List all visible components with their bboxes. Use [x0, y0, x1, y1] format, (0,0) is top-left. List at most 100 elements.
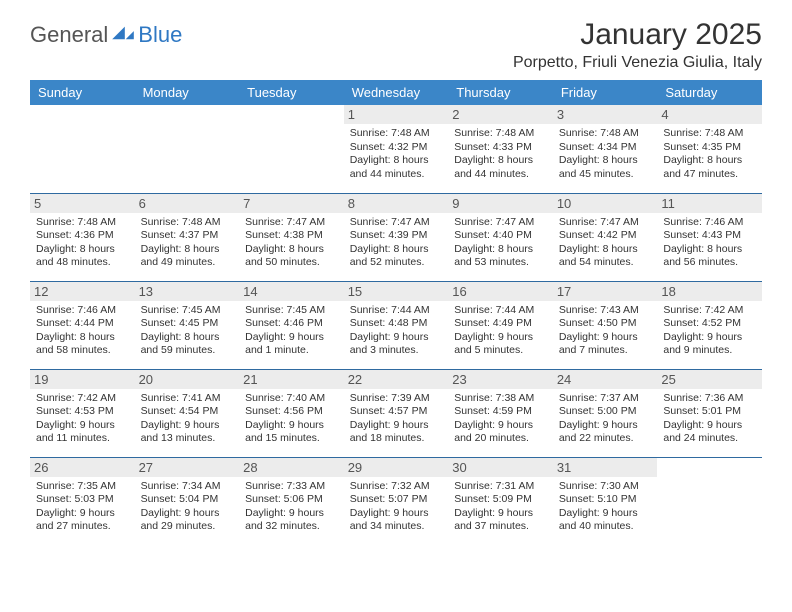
day-number: 1	[344, 105, 449, 124]
day-details: Sunrise: 7:48 AMSunset: 4:33 PMDaylight:…	[454, 127, 547, 182]
day-details: Sunrise: 7:31 AMSunset: 5:09 PMDaylight:…	[454, 480, 547, 535]
day-details: Sunrise: 7:45 AMSunset: 4:45 PMDaylight:…	[141, 304, 234, 359]
calendar-day-cell: 12Sunrise: 7:46 AMSunset: 4:44 PMDayligh…	[30, 281, 135, 369]
day-details: Sunrise: 7:34 AMSunset: 5:04 PMDaylight:…	[141, 480, 234, 535]
calendar-day-cell: 22Sunrise: 7:39 AMSunset: 4:57 PMDayligh…	[344, 369, 449, 457]
calendar-day-cell: 15 Sunrise: 7:44 AMSunset: 4:48 PMDayligh…	[344, 281, 449, 369]
calendar-day-cell: 10 Sunrise: 7:47 AMSunset: 4:42 PMDayligh…	[553, 193, 658, 281]
calendar-day-cell: 4Sunrise: 7:48 AMSunset: 4:35 PMDaylight…	[657, 105, 762, 193]
day-number: 8	[344, 194, 449, 213]
calendar-day-cell: 29 Sunrise: 7:32 AMSunset: 5:07 PMDayligh…	[344, 457, 449, 545]
day-number: 20	[135, 370, 240, 389]
day-number: 24	[553, 370, 658, 389]
day-number: 23	[448, 370, 553, 389]
day-number: 3	[553, 105, 658, 124]
logo-text-general: General	[30, 22, 108, 48]
day-details: Sunrise: 7:45 AMSunset: 4:46 PMDaylight:…	[245, 304, 338, 359]
calendar-day-cell: 28 Sunrise: 7:33 AMSunset: 5:06 PMDayligh…	[239, 457, 344, 545]
calendar-day-header: Wednesday	[344, 80, 449, 105]
day-details: Sunrise: 7:47 AMSunset: 4:42 PMDaylight:…	[559, 216, 652, 271]
calendar-day-cell: 20 Sunrise: 7:41 AMSunset: 4:54 PMDayligh…	[135, 369, 240, 457]
calendar-day-cell: 26Sunrise: 7:35 AMSunset: 5:03 PMDayligh…	[30, 457, 135, 545]
day-details: Sunrise: 7:48 AMSunset: 4:32 PMDaylight:…	[350, 127, 443, 182]
calendar-day-cell: 11 Sunrise: 7:46 AMSunset: 4:43 PMDayligh…	[657, 193, 762, 281]
day-number: 30	[448, 458, 553, 477]
calendar-day-cell: 19 Sunrise: 7:42 AMSunset: 4:53 PMDayligh…	[30, 369, 135, 457]
day-number: 7	[239, 194, 344, 213]
calendar-week-row: 1 Sunrise: 7:48 AMSunset: 4:32 PMDaylight…	[30, 105, 762, 193]
day-details: Sunrise: 7:46 AMSunset: 4:43 PMDaylight:…	[663, 216, 756, 271]
day-details: Sunrise: 7:30 AMSunset: 5:10 PMDaylight:…	[559, 480, 652, 535]
calendar-empty-cell	[30, 105, 135, 193]
day-number: 19	[30, 370, 135, 389]
calendar-day-cell: 13 Sunrise: 7:45 AMSunset: 4:45 PMDayligh…	[135, 281, 240, 369]
day-number: 5	[30, 194, 135, 213]
day-details: Sunrise: 7:43 AMSunset: 4:50 PMDaylight:…	[559, 304, 652, 359]
day-number: 4	[657, 105, 762, 124]
calendar-table: SundayMondayTuesdayWednesdayThursdayFrid…	[30, 80, 762, 545]
calendar-day-cell: 21 Sunrise: 7:40 AMSunset: 4:56 PMDayligh…	[239, 369, 344, 457]
calendar-day-cell: 16Sunrise: 7:44 AMSunset: 4:49 PMDayligh…	[448, 281, 553, 369]
day-details: Sunrise: 7:42 AMSunset: 4:53 PMDaylight:…	[36, 392, 129, 447]
calendar-day-header: Sunday	[30, 80, 135, 105]
day-number: 21	[239, 370, 344, 389]
calendar-day-cell: 23Sunrise: 7:38 AMSunset: 4:59 PMDayligh…	[448, 369, 553, 457]
calendar-day-cell: 25Sunrise: 7:36 AMSunset: 5:01 PMDayligh…	[657, 369, 762, 457]
calendar-day-cell: 24 Sunrise: 7:37 AMSunset: 5:00 PMDayligh…	[553, 369, 658, 457]
day-details: Sunrise: 7:47 AMSunset: 4:39 PMDaylight:…	[350, 216, 443, 271]
calendar-day-cell: 14 Sunrise: 7:45 AMSunset: 4:46 PMDayligh…	[239, 281, 344, 369]
day-details: Sunrise: 7:40 AMSunset: 4:56 PMDaylight:…	[245, 392, 338, 447]
calendar-empty-cell	[135, 105, 240, 193]
day-number: 9	[448, 194, 553, 213]
day-details: Sunrise: 7:33 AMSunset: 5:06 PMDaylight:…	[245, 480, 338, 535]
day-details: Sunrise: 7:48 AMSunset: 4:36 PMDaylight:…	[36, 216, 129, 271]
calendar-week-row: 12Sunrise: 7:46 AMSunset: 4:44 PMDayligh…	[30, 281, 762, 369]
day-number: 10	[553, 194, 658, 213]
day-number: 12	[30, 282, 135, 301]
calendar-day-header: Friday	[553, 80, 658, 105]
calendar-day-header: Saturday	[657, 80, 762, 105]
calendar-day-cell: 27Sunrise: 7:34 AMSunset: 5:04 PMDayligh…	[135, 457, 240, 545]
calendar-day-cell: 8 Sunrise: 7:47 AMSunset: 4:39 PMDaylight…	[344, 193, 449, 281]
day-details: Sunrise: 7:42 AMSunset: 4:52 PMDaylight:…	[663, 304, 756, 359]
day-number: 6	[135, 194, 240, 213]
logo-triangle-icon	[112, 23, 134, 41]
calendar-header-row: SundayMondayTuesdayWednesdayThursdayFrid…	[30, 80, 762, 105]
calendar-day-header: Thursday	[448, 80, 553, 105]
day-number: 26	[30, 458, 135, 477]
day-details: Sunrise: 7:48 AMSunset: 4:37 PMDaylight:…	[141, 216, 234, 271]
calendar-day-cell: 17 Sunrise: 7:43 AMSunset: 4:50 PMDayligh…	[553, 281, 658, 369]
day-details: Sunrise: 7:47 AMSunset: 4:38 PMDaylight:…	[245, 216, 338, 271]
day-number: 11	[657, 194, 762, 213]
calendar-day-cell: 18Sunrise: 7:42 AMSunset: 4:52 PMDayligh…	[657, 281, 762, 369]
calendar-day-cell: 30 Sunrise: 7:31 AMSunset: 5:09 PMDayligh…	[448, 457, 553, 545]
day-details: Sunrise: 7:32 AMSunset: 5:07 PMDaylight:…	[350, 480, 443, 535]
day-details: Sunrise: 7:39 AMSunset: 4:57 PMDaylight:…	[350, 392, 443, 447]
header: General Blue January 2025 Porpetto, Friu…	[30, 18, 762, 72]
calendar-day-cell: 3 Sunrise: 7:48 AMSunset: 4:34 PMDaylight…	[553, 105, 658, 193]
day-number: 13	[135, 282, 240, 301]
calendar-day-cell: 7 Sunrise: 7:47 AMSunset: 4:38 PMDaylight…	[239, 193, 344, 281]
day-number: 28	[239, 458, 344, 477]
page-title: January 2025	[513, 18, 762, 52]
day-details: Sunrise: 7:48 AMSunset: 4:34 PMDaylight:…	[559, 127, 652, 182]
calendar-day-cell: 5 Sunrise: 7:48 AMSunset: 4:36 PMDaylight…	[30, 193, 135, 281]
calendar-week-row: 19 Sunrise: 7:42 AMSunset: 4:53 PMDayligh…	[30, 369, 762, 457]
calendar-empty-cell	[657, 457, 762, 545]
day-details: Sunrise: 7:41 AMSunset: 4:54 PMDaylight:…	[141, 392, 234, 447]
calendar-day-cell: 9 Sunrise: 7:47 AMSunset: 4:40 PMDaylight…	[448, 193, 553, 281]
day-details: Sunrise: 7:44 AMSunset: 4:48 PMDaylight:…	[350, 304, 443, 359]
day-number: 29	[344, 458, 449, 477]
day-number: 17	[553, 282, 658, 301]
day-details: Sunrise: 7:37 AMSunset: 5:00 PMDaylight:…	[559, 392, 652, 447]
day-number: 14	[239, 282, 344, 301]
calendar-day-cell: 2Sunrise: 7:48 AMSunset: 4:33 PMDaylight…	[448, 105, 553, 193]
day-details: Sunrise: 7:47 AMSunset: 4:40 PMDaylight:…	[454, 216, 547, 271]
calendar-day-cell: 31Sunrise: 7:30 AMSunset: 5:10 PMDayligh…	[553, 457, 658, 545]
calendar-week-row: 26Sunrise: 7:35 AMSunset: 5:03 PMDayligh…	[30, 457, 762, 545]
day-number: 25	[657, 370, 762, 389]
day-number: 16	[448, 282, 553, 301]
day-number: 15	[344, 282, 449, 301]
logo-text-blue: Blue	[138, 22, 182, 48]
calendar-empty-cell	[239, 105, 344, 193]
